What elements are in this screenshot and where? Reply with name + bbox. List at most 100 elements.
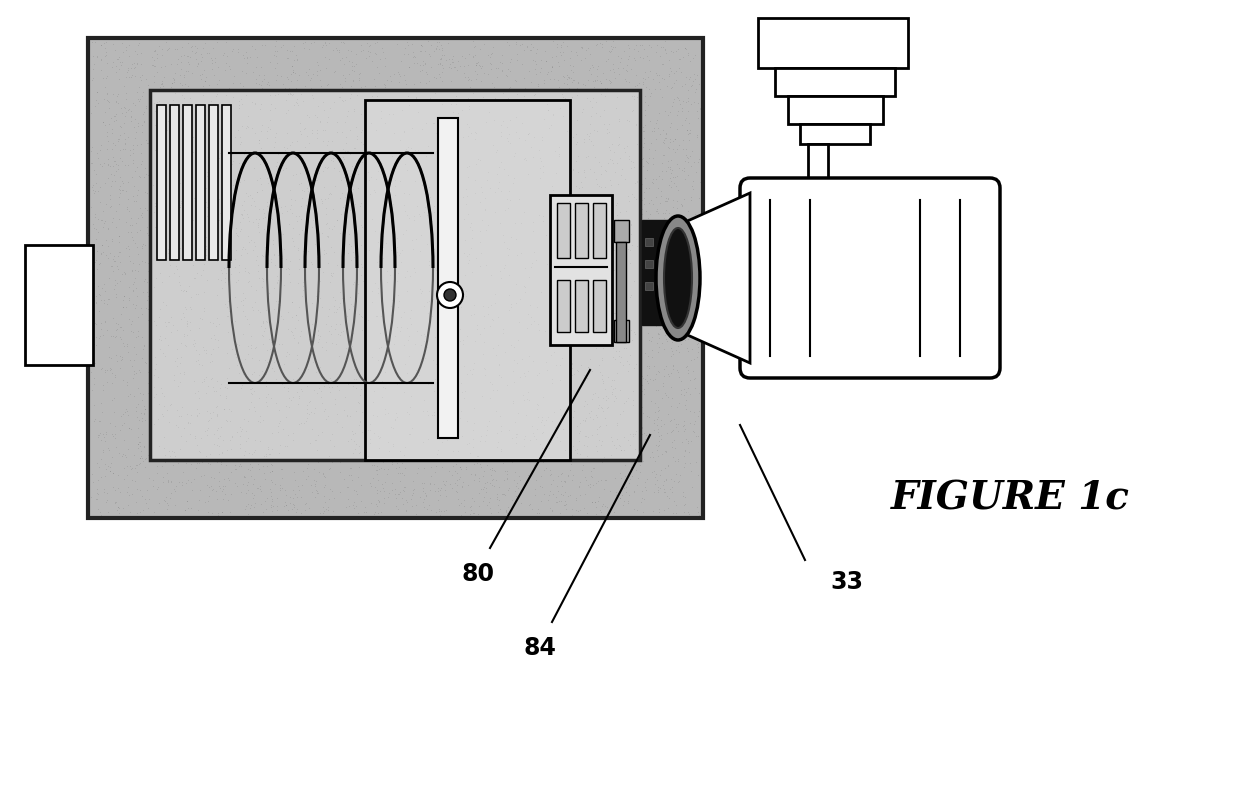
Point [524, 234, 544, 247]
Point [408, 193, 427, 206]
Point [225, 280, 245, 293]
Point [225, 463, 245, 476]
Point [118, 239, 138, 252]
Point [621, 243, 641, 256]
Point [244, 127, 264, 139]
Point [685, 156, 705, 169]
Point [610, 438, 629, 451]
Point [465, 64, 484, 77]
Point [379, 389, 399, 402]
Point [672, 223, 691, 236]
Point [289, 372, 309, 385]
Point [686, 500, 706, 513]
Point [555, 120, 575, 133]
Point [121, 324, 141, 337]
Point [352, 495, 372, 508]
Point [536, 281, 556, 294]
Point [571, 53, 591, 66]
Point [470, 434, 489, 447]
Point [353, 359, 373, 372]
Point [165, 174, 185, 187]
Point [199, 408, 219, 421]
Point [632, 38, 652, 51]
Point [534, 364, 554, 377]
Point [162, 303, 182, 316]
Point [529, 317, 549, 330]
Point [658, 193, 678, 206]
Point [418, 35, 437, 48]
Point [458, 243, 478, 256]
Point [370, 163, 390, 176]
Point [551, 352, 571, 365]
Point [268, 273, 287, 286]
Point [476, 270, 496, 283]
Point [351, 446, 370, 459]
Point [223, 131, 243, 144]
Point [460, 173, 479, 186]
Point [185, 197, 204, 210]
Point [259, 183, 279, 196]
Point [607, 217, 627, 230]
Point [479, 181, 499, 194]
Point [591, 401, 611, 414]
Point [442, 123, 462, 136]
Point [378, 316, 398, 329]
Point [102, 450, 121, 463]
Point [532, 249, 551, 262]
Point [566, 494, 586, 507]
Point [493, 307, 513, 320]
Point [180, 146, 199, 159]
Point [514, 312, 534, 325]
Point [657, 131, 676, 144]
Point [431, 190, 451, 203]
Point [603, 307, 623, 320]
Point [673, 143, 693, 156]
Point [333, 267, 353, 280]
Point [335, 171, 354, 184]
Point [546, 319, 566, 332]
Point [426, 145, 446, 158]
Point [234, 128, 254, 141]
Point [473, 231, 493, 244]
Point [180, 269, 199, 282]
Point [555, 338, 575, 351]
Point [151, 311, 171, 324]
Point [160, 316, 180, 329]
Point [187, 155, 207, 168]
Point [204, 69, 224, 82]
Point [517, 431, 536, 444]
Point [556, 125, 576, 138]
Point [528, 403, 548, 416]
Point [680, 457, 700, 470]
Point [119, 204, 139, 217]
Point [289, 301, 309, 314]
Point [121, 462, 141, 475]
Point [217, 174, 237, 187]
Point [580, 402, 600, 415]
Point [525, 323, 545, 336]
Point [364, 73, 384, 86]
Point [567, 298, 587, 311]
Point [199, 123, 219, 136]
Point [587, 38, 607, 51]
Point [520, 387, 540, 400]
Point [590, 217, 610, 230]
Point [95, 49, 115, 62]
Point [385, 483, 405, 496]
Point [688, 156, 707, 169]
Point [223, 294, 243, 307]
Point [467, 427, 487, 440]
Point [248, 118, 268, 131]
Point [486, 255, 506, 268]
Point [316, 427, 336, 440]
Point [581, 272, 601, 285]
Point [432, 409, 452, 422]
Point [295, 79, 315, 92]
Point [330, 379, 349, 392]
Point [164, 324, 183, 337]
Point [384, 277, 404, 290]
Point [620, 152, 639, 165]
Point [230, 169, 250, 182]
Point [103, 467, 123, 480]
Point [253, 249, 273, 262]
